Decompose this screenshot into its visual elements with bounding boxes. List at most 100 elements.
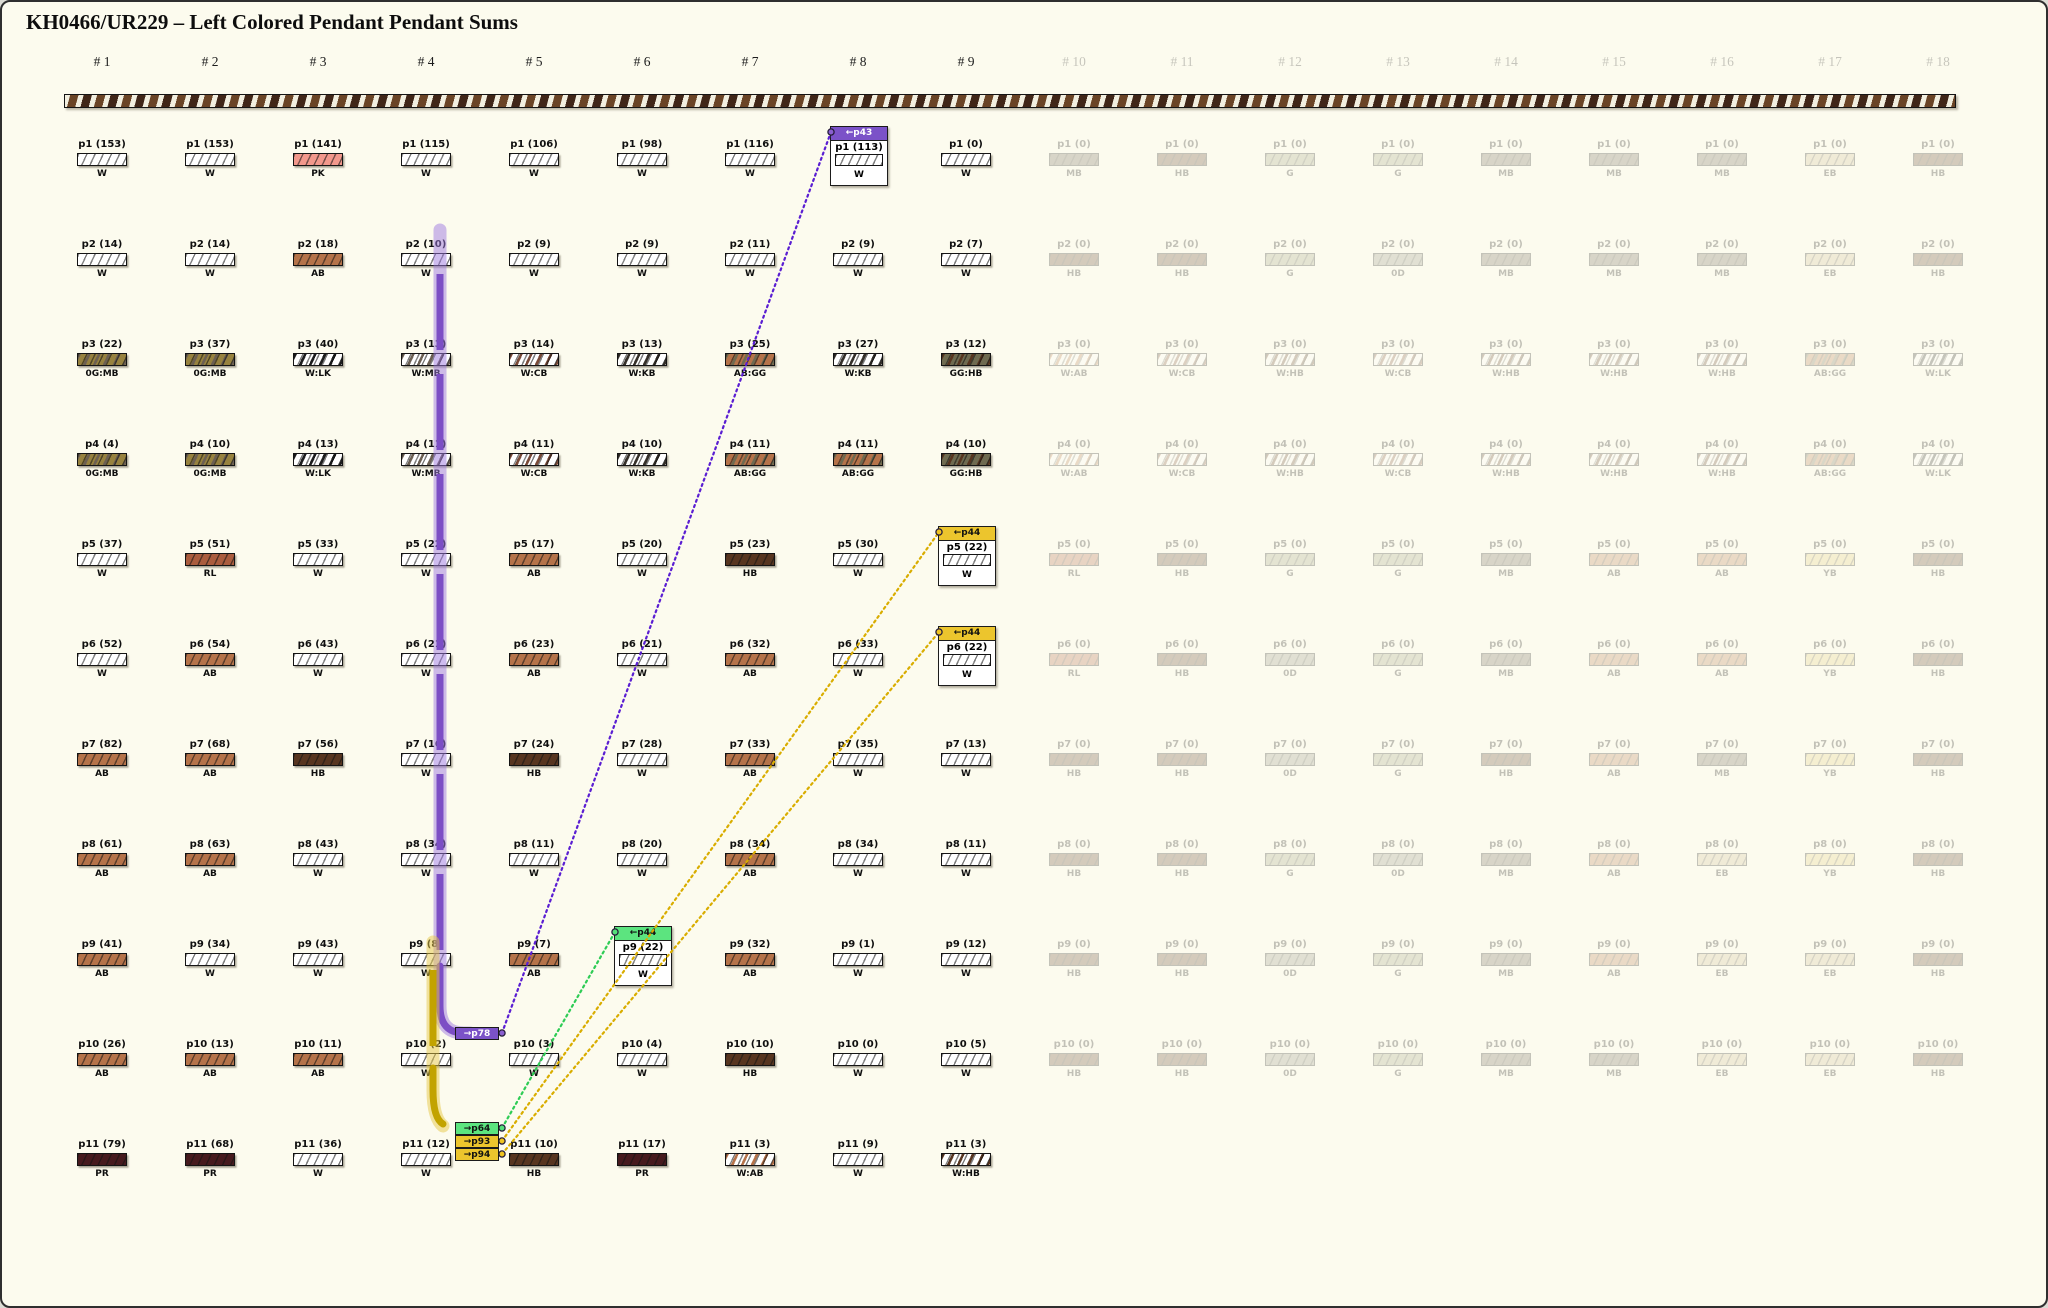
pendant-stripe-bar: [185, 153, 235, 166]
outgoing-tag-p94[interactable]: →p94: [455, 1148, 499, 1161]
pendant-stripe-bar: [1373, 253, 1423, 266]
pendant-cell-c5-p6: p6 (23) AB: [486, 639, 582, 679]
outgoing-tag-p64[interactable]: →p64: [455, 1122, 499, 1135]
pendant-stripe-bar: [1481, 1053, 1531, 1066]
pendant-label: p7 (82): [81, 739, 123, 750]
color-code-label: W:KB: [628, 469, 656, 479]
color-code-label: W: [962, 570, 972, 580]
pendant-cell-c9-p11: p11 (3) W:HB: [918, 1139, 1014, 1179]
highlight-box-p44-c9-p6[interactable]: ←p44 p6 (22) W: [938, 626, 996, 686]
color-code-label: HB: [1066, 969, 1082, 979]
color-code-label: W:HB: [1492, 469, 1520, 479]
color-code-label: W: [961, 869, 971, 879]
pendant-label: p10 (0): [1917, 1039, 1959, 1050]
pendant-stripe-bar: [509, 553, 559, 566]
pendant-label: p9 (43): [297, 939, 339, 950]
pendant-stripe-bar: [77, 153, 127, 166]
pendant-stripe-bar: [1481, 553, 1531, 566]
pendant-cell-c1-p1: p1 (153) W: [54, 139, 150, 179]
highlight-box-p44-c6-p9[interactable]: ←p44 p9 (22) W: [614, 926, 672, 986]
pendant-cell-c2-p4: p4 (10) 0G:MB: [162, 439, 258, 479]
pendant-cell-c10-p2: p2 (0) HB: [1026, 239, 1122, 279]
pendant-label: p8 (11): [513, 839, 555, 850]
color-code-label: W: [637, 569, 647, 579]
color-code-label: W: [853, 1069, 863, 1079]
pendant-label: p6 (0): [1705, 639, 1739, 650]
pendant-cell-c5-p11: p11 (10) HB: [486, 1139, 582, 1179]
pendant-stripe-bar: [185, 953, 235, 966]
pendant-stripe-bar: [1049, 453, 1099, 466]
highlight-box-p44-c9-p5[interactable]: ←p44 p5 (22) W: [938, 526, 996, 586]
pendant-label: p8 (34): [837, 839, 879, 850]
color-code-label: EB: [1715, 969, 1729, 979]
pendant-stripe-bar: [941, 853, 991, 866]
pendant-cell-c18-p8: p8 (0) HB: [1890, 839, 1986, 879]
pendant-cell-c10-p10: p10 (0) HB: [1026, 1039, 1122, 1079]
pendant-label: p2 (14): [189, 239, 231, 250]
pendant-label: p2 (14): [81, 239, 123, 250]
pendant-cell-c5-p2: p2 (9) W: [486, 239, 582, 279]
pendant-stripe-bar: [941, 1053, 991, 1066]
color-code-label: W: [853, 869, 863, 879]
color-code-label: HB: [1174, 1069, 1190, 1079]
pendant-cell-c11-p10: p10 (0) HB: [1134, 1039, 1230, 1079]
color-code-label: W: [313, 1169, 323, 1179]
color-code-label: W: [637, 869, 647, 879]
pendant-stripe-bar: [833, 1153, 883, 1166]
color-code-label: HB: [310, 769, 326, 779]
incoming-tag-label[interactable]: ←p44: [939, 527, 995, 541]
color-code-label: YB: [1823, 669, 1837, 679]
pendant-cell-c7-p4: p4 (11) AB:GG: [702, 439, 798, 479]
pendant-stripe-bar: [1157, 953, 1207, 966]
pendant-label: p10 (10): [726, 1039, 774, 1050]
pendant-label: p4 (0): [1489, 439, 1523, 450]
color-code-label: W:HB: [1600, 469, 1628, 479]
color-code-label: W:LK: [305, 369, 331, 379]
pendant-label: p6 (52): [81, 639, 123, 650]
pendant-stripe-bar: [1805, 853, 1855, 866]
pendant-label: p9 (1): [841, 939, 875, 950]
pendant-stripe-bar: [185, 653, 235, 666]
page-title: KH0466/UR229 – Left Colored Pendant Pend…: [26, 10, 518, 34]
pendant-label: p4 (11): [729, 439, 771, 450]
pendant-stripe-bar: [1913, 853, 1963, 866]
pendant-label: p1 (0): [1057, 139, 1091, 150]
pendant-label: p2 (10): [405, 239, 447, 250]
color-code-label: AB: [743, 969, 757, 979]
outgoing-tag-p78[interactable]: →p78: [455, 1027, 499, 1040]
pendant-cell-c7-p3: p3 (25) AB:GG: [702, 339, 798, 379]
incoming-tag-label[interactable]: ←p43: [831, 127, 887, 141]
pendant-label: p7 (13): [945, 739, 987, 750]
pendant-label: p1 (0): [1165, 139, 1199, 150]
pendant-stripe-bar: [1373, 553, 1423, 566]
pendant-label: p4 (13): [297, 439, 339, 450]
pendant-label: p5 (33): [297, 539, 339, 550]
pendant-label: p5 (51): [189, 539, 231, 550]
pendant-cell-c10-p7: p7 (0) HB: [1026, 739, 1122, 779]
pendant-label: p7 (68): [189, 739, 231, 750]
pendant-cell-c12-p3: p3 (0) W:HB: [1242, 339, 1338, 379]
pendant-stripe-bar: [293, 753, 343, 766]
pendant-label: p8 (0): [1489, 839, 1523, 850]
pendant-stripe-bar: [617, 653, 667, 666]
highlight-box-p43-c8-p1[interactable]: ←p43 p1 (113) W: [830, 126, 888, 186]
pendant-label: p3 (40): [297, 339, 339, 350]
incoming-tag-label[interactable]: ←p44: [939, 627, 995, 641]
pendant-cell-c15-p5: p5 (0) AB: [1566, 539, 1662, 579]
pendant-cell-c8-p4: p4 (11) AB:GG: [810, 439, 906, 479]
pendant-label: p5 (0): [1705, 539, 1739, 550]
column-header-9: # 9: [957, 54, 975, 69]
color-code-label: AB: [203, 769, 217, 779]
pendant-cell-c10-p8: p8 (0) HB: [1026, 839, 1122, 879]
color-code-label: G: [1394, 769, 1402, 779]
outgoing-tag-p93[interactable]: →p93: [455, 1135, 499, 1148]
incoming-tag-label[interactable]: ←p44: [615, 927, 671, 941]
pendant-label: p8 (0): [1057, 839, 1091, 850]
pendant-stripe-bar: [943, 554, 991, 566]
pendant-cell-c16-p8: p8 (0) EB: [1674, 839, 1770, 879]
pendant-cell-c11-p1: p1 (0) HB: [1134, 139, 1230, 179]
pendant-cell-c11-p9: p9 (0) HB: [1134, 939, 1230, 979]
pendant-stripe-bar: [1697, 253, 1747, 266]
column-header-14: # 14: [1494, 54, 1518, 69]
pendant-cell-c8-p3: p3 (27) W:KB: [810, 339, 906, 379]
